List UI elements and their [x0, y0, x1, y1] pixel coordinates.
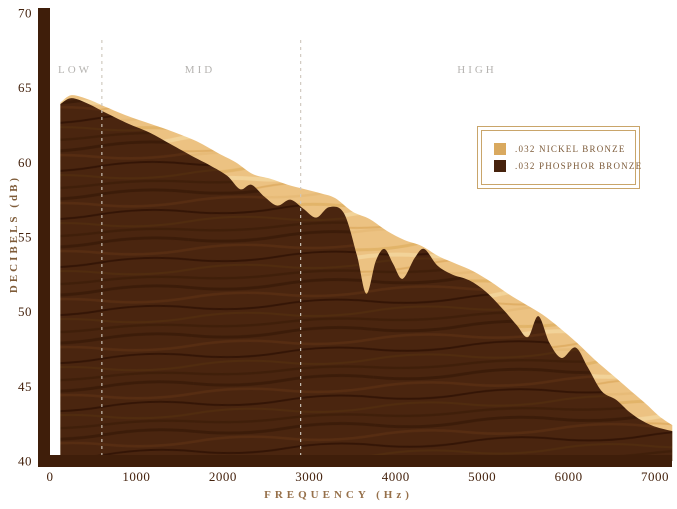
region-label-high: HIGH: [457, 64, 497, 76]
x-tick-label: 7000: [641, 469, 669, 484]
y-axis-title: DECIBELS (dB): [8, 174, 20, 294]
nickel-bronze-swatch: [494, 143, 506, 156]
legend-item-phosphor-bronze: .032 PHOSPHOR BRONZE: [494, 159, 641, 172]
x-axis-title: FREQUENCY (Hz): [264, 489, 413, 501]
x-tick-label: 3000: [295, 469, 323, 484]
region-label-mid: MID: [184, 64, 216, 76]
x-tick-label: 2000: [209, 469, 237, 484]
axes-layer: [38, 8, 672, 467]
x-tick-label: 5000: [468, 469, 496, 484]
x-tick-label: 0: [47, 469, 54, 484]
tick-labels-layer: 70 65 60 55 50 45 40 0 1000 2000 3000 4000 5000 6000 7…: [18, 6, 669, 485]
y-tick-label: 65: [18, 80, 32, 95]
legend-label: .032 PHOSPHOR BRONZE: [515, 160, 643, 171]
y-tick-label: 55: [18, 230, 32, 245]
y-tick-label: 45: [18, 379, 32, 394]
legend-label: .032 NICKEL BRONZE: [515, 144, 626, 155]
x-tick-label: 4000: [382, 469, 410, 484]
x-tick-label: 1000: [122, 469, 150, 484]
region-divider-layer: [101, 40, 302, 455]
y-tick-label: 70: [18, 6, 32, 21]
area-series-dark-wood: [60, 98, 673, 462]
legend-inner-border: .032 NICKEL BRONZE .032 PHOSPHOR BRONZE: [481, 130, 641, 185]
y-tick-label: 40: [18, 454, 32, 469]
region-label-low: LOW: [57, 64, 93, 76]
x-tick-label: 6000: [555, 469, 583, 484]
area-series-layer: [60, 95, 673, 462]
y-tick-label: 60: [18, 155, 32, 170]
y-tick-label: 50: [18, 304, 32, 319]
phosphor-bronze-swatch: [494, 159, 506, 172]
y-axis-bar: [38, 8, 50, 467]
legend-item-nickel-bronze: .032 NICKEL BRONZE: [494, 143, 626, 156]
legend-box: .032 NICKEL BRONZE .032 PHOSPHOR BRONZE: [477, 126, 641, 189]
x-axis-bar: [38, 455, 672, 467]
